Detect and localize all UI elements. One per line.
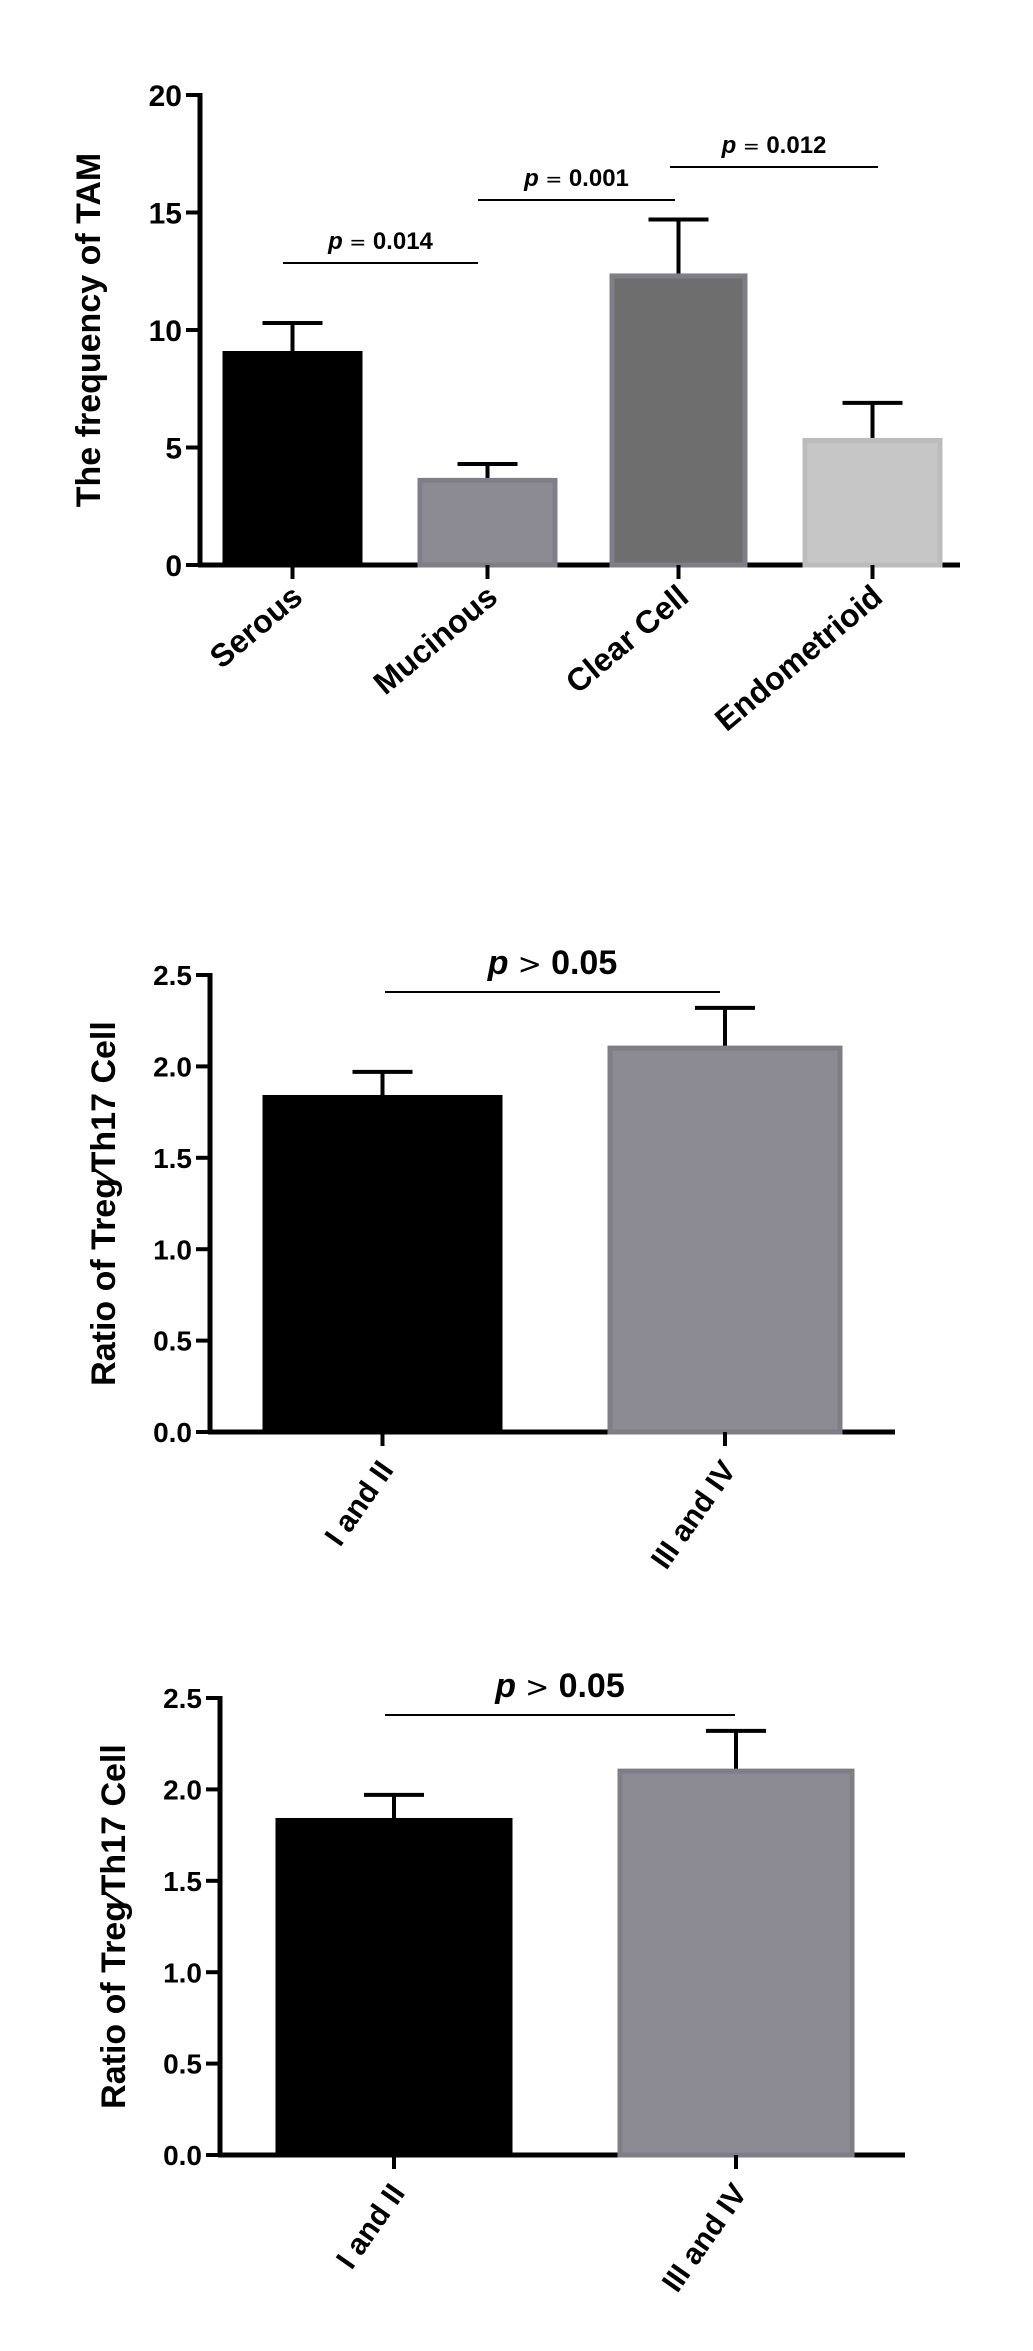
y-tick-label: 1.5 — [163, 1866, 202, 1897]
p-symbol: p — [721, 132, 737, 159]
significance-label: p = 0.012 — [721, 132, 827, 159]
p-value: 0.001 — [569, 165, 629, 192]
category-label: I and II — [330, 2178, 412, 2275]
y-tick-label: 0.5 — [153, 1326, 192, 1357]
significance-label: p > 0.05 — [494, 1667, 625, 1705]
p-value: 0.012 — [766, 132, 826, 159]
y-tick-label: 1.5 — [153, 1143, 192, 1174]
category-label: Serous — [203, 578, 309, 675]
y-tick-label: 1.0 — [163, 1957, 202, 1988]
y-tick-label: 0.0 — [163, 2140, 202, 2171]
p-operator: > — [516, 1670, 559, 1704]
tam-frequency-chart: 0 5 10 15 20 The frequency of TAM Serous Mucino… — [70, 80, 960, 738]
y-axis-title: Ratio of Treg⁄Th17 Cell — [95, 1744, 133, 2109]
y-tick-label: 0.0 — [153, 1417, 192, 1448]
p-operator: > — [509, 947, 552, 981]
y-tick-label: 0 — [165, 550, 182, 583]
y-tick-label: 20 — [149, 80, 182, 113]
category-label: Clear Cell — [559, 578, 695, 700]
y-tick-label: 2.0 — [163, 1774, 202, 1805]
p-value: 0.014 — [373, 228, 434, 255]
bar-serous — [222, 351, 363, 568]
y-tick-label: 15 — [149, 197, 182, 230]
p-operator: = — [736, 134, 766, 158]
y-axis-title: Ratio of Treg⁄Th17 Cell — [85, 1021, 123, 1386]
p-symbol: p — [487, 944, 509, 982]
p-operator: = — [539, 167, 569, 191]
y-tick-label: 2.0 — [153, 1051, 192, 1082]
category-label: Endometrioid — [708, 578, 889, 738]
p-symbol: p — [494, 1667, 516, 1705]
p-operator: = — [343, 230, 373, 254]
p-symbol: p — [523, 165, 539, 192]
treg-th17-ratio-chart-1: 0.0 0.5 1.0 1.5 2.0 2.5 Ratio of Treg⁄Th17 Cel… — [85, 944, 895, 1575]
category-label: III and IV — [645, 1455, 743, 1575]
y-tick-label: 2.5 — [163, 1683, 202, 1714]
treg-th17-ratio-chart-2: 0.0 0.5 1.0 1.5 2.0 2.5 Ratio of Treg⁄Th17 Cel… — [95, 1667, 905, 2298]
bar-endometrioid — [802, 437, 943, 568]
y-tick-label: 10 — [149, 315, 182, 348]
p-value: 0.05 — [559, 1667, 625, 1705]
bar-iii-and-iv — [607, 1045, 843, 1435]
significance-label: p > 0.05 — [487, 944, 618, 982]
bar-i-and-ii — [262, 1094, 503, 1435]
p-value: 0.05 — [551, 944, 617, 982]
category-label: Mucinous — [366, 578, 504, 702]
bar-clear-cell — [609, 273, 748, 568]
bar-iii-and-iv — [617, 1768, 855, 2158]
y-tick-label: 1.0 — [153, 1234, 192, 1265]
y-tick-label: 2.5 — [153, 960, 192, 991]
y-axis-title: The frequency of TAM — [70, 153, 108, 508]
bar-mucinous — [417, 477, 558, 568]
significance-label: p = 0.001 — [523, 165, 629, 192]
category-label: III and IV — [656, 2178, 754, 2298]
y-tick-label: 5 — [165, 432, 182, 465]
category-label: I and II — [319, 1455, 401, 1552]
bar-i-and-ii — [275, 1817, 513, 2158]
significance-label: p = 0.014 — [327, 228, 433, 255]
y-tick-label: 0.5 — [163, 2049, 202, 2080]
p-symbol: p — [327, 228, 343, 255]
